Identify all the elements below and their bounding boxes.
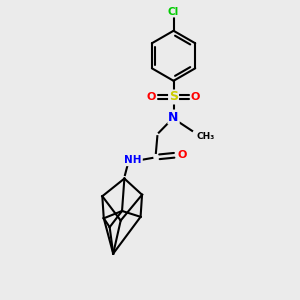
Text: O: O	[177, 150, 187, 160]
Text: Cl: Cl	[168, 7, 179, 16]
Text: NH: NH	[124, 155, 142, 165]
Text: N: N	[168, 110, 179, 124]
Text: S: S	[169, 91, 178, 103]
Text: O: O	[191, 92, 200, 102]
Text: O: O	[147, 92, 156, 102]
Text: CH₃: CH₃	[196, 132, 214, 141]
